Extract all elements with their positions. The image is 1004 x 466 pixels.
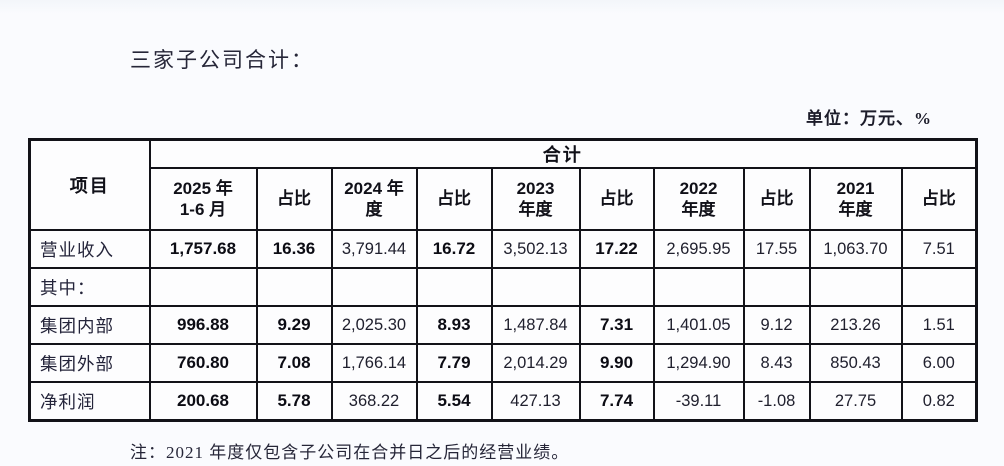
table-cell: 8.43 <box>742 343 811 383</box>
table-cell: 3,791.44 <box>330 229 418 269</box>
table-cell <box>415 267 493 307</box>
row-label: 集团外部 <box>28 343 151 383</box>
table-cell: 7.74 <box>578 381 655 422</box>
row-label: 其中： <box>28 267 151 307</box>
table-cell: 5.78 <box>255 381 333 422</box>
table-cell: 996.88 <box>148 305 258 345</box>
table-cell: 5.54 <box>415 381 493 422</box>
table-cell <box>148 267 258 307</box>
unit-label: 单位：万元、% <box>806 109 932 128</box>
table-cell: 427.13 <box>490 381 581 422</box>
table-cell: 9.90 <box>578 343 655 383</box>
table-cell: 1,063.70 <box>808 229 903 269</box>
table-cell: 17.55 <box>742 229 811 269</box>
table-cell <box>578 267 655 307</box>
group-header-row: 项目 合计 <box>28 138 978 231</box>
table-cell: 9.12 <box>742 305 811 345</box>
table-cell: 213.26 <box>808 305 903 345</box>
table-cell: 1,487.84 <box>490 305 581 345</box>
column-header: 2025 年 1-6 月 <box>148 167 258 231</box>
table-cell: 16.72 <box>415 229 493 269</box>
table-row: 营业收入 1,757.68 16.36 3,791.44 16.72 3,502.13 17… <box>28 229 978 269</box>
column-header: 2024 年 度 <box>330 167 418 231</box>
financial-table: 项目 合计 2025 年 1-6 月占比 2024 年 度占比 2023 年度 占比 2… <box>28 138 979 422</box>
table-cell: 7.08 <box>255 343 333 383</box>
table-cell: 16.36 <box>255 229 333 269</box>
table-cell: 27.75 <box>808 381 903 422</box>
table-cell <box>742 267 811 307</box>
table-cell: 7.31 <box>578 305 655 345</box>
row-label: 营业收入 <box>28 229 151 269</box>
table-cell: 1,294.90 <box>652 343 745 383</box>
table-cell: 7.79 <box>415 343 493 383</box>
table-cell: 9.29 <box>255 305 333 345</box>
table-cell: 2,025.30 <box>330 305 418 345</box>
table-cell: 850.43 <box>808 343 903 383</box>
table-cell: 1,401.05 <box>652 305 745 345</box>
column-header: 占比 <box>255 167 333 231</box>
table-cell: 1,757.68 <box>148 229 258 269</box>
page-title: 三家子公司合计： <box>130 48 314 72</box>
column-header: 占比 <box>900 167 978 231</box>
footnote: 注：2021 年度仅包含子公司在合并日之后的经营业绩。 <box>130 443 570 462</box>
table-row: 净利润 200.68 5.78 368.22 5.54 427.13 7.74 -39.11-… <box>28 381 978 422</box>
column-header: 占比 <box>415 167 493 231</box>
table-cell: 1.51 <box>900 305 978 345</box>
row-label: 净利润 <box>28 381 151 422</box>
column-header: 2023 年度 <box>490 167 581 231</box>
table-cell: 368.22 <box>330 381 418 422</box>
table-cell: 6.00 <box>900 343 978 383</box>
table-body: 营业收入 1,757.68 16.36 3,791.44 16.72 3,502.13 17… <box>28 229 978 422</box>
table-cell <box>808 267 903 307</box>
table-cell: 3,502.13 <box>490 229 581 269</box>
column-header-row: 2025 年 1-6 月占比 2024 年 度占比 2023 年度 占比 2022 年度… <box>30 167 978 231</box>
table-row: 集团外部 760.80 7.08 1,766.14 7.79 2,014.29 9.90 1,… <box>28 343 978 383</box>
column-header: 占比 <box>742 167 811 231</box>
table-corner-header: 项目 <box>28 138 151 231</box>
table-cell <box>255 267 333 307</box>
table-cell: 0.82 <box>900 381 978 422</box>
table-head: 项目 合计 2025 年 1-6 月占比 2024 年 度占比 2023 年度 占比 2… <box>28 138 978 231</box>
column-header: 2021 年度 <box>808 167 903 231</box>
table-cell <box>900 267 978 307</box>
table-cell: 7.51 <box>900 229 978 269</box>
table-cell <box>490 267 581 307</box>
row-label: 集团内部 <box>28 305 151 345</box>
table-cell <box>652 267 745 307</box>
column-header: 2022 年度 <box>652 167 745 231</box>
table-cell: 8.93 <box>415 305 493 345</box>
table-cell: 1,766.14 <box>330 343 418 383</box>
column-header: 占比 <box>578 167 655 231</box>
table-cell: -1.08 <box>742 381 811 422</box>
table-cell: 2,695.95 <box>652 229 745 269</box>
table-cell: 760.80 <box>148 343 258 383</box>
table-cell: 2,014.29 <box>490 343 581 383</box>
table-cell: 200.68 <box>148 381 258 422</box>
table-cell: 17.22 <box>578 229 655 269</box>
table-cell: -39.11 <box>652 381 745 422</box>
table-row: 其中： <box>28 267 978 307</box>
table-row: 集团内部 996.88 9.29 2,025.30 8.93 1,487.84 7.31 1,… <box>28 305 978 345</box>
table-group-header: 合计 <box>148 138 978 169</box>
table-cell <box>330 267 418 307</box>
